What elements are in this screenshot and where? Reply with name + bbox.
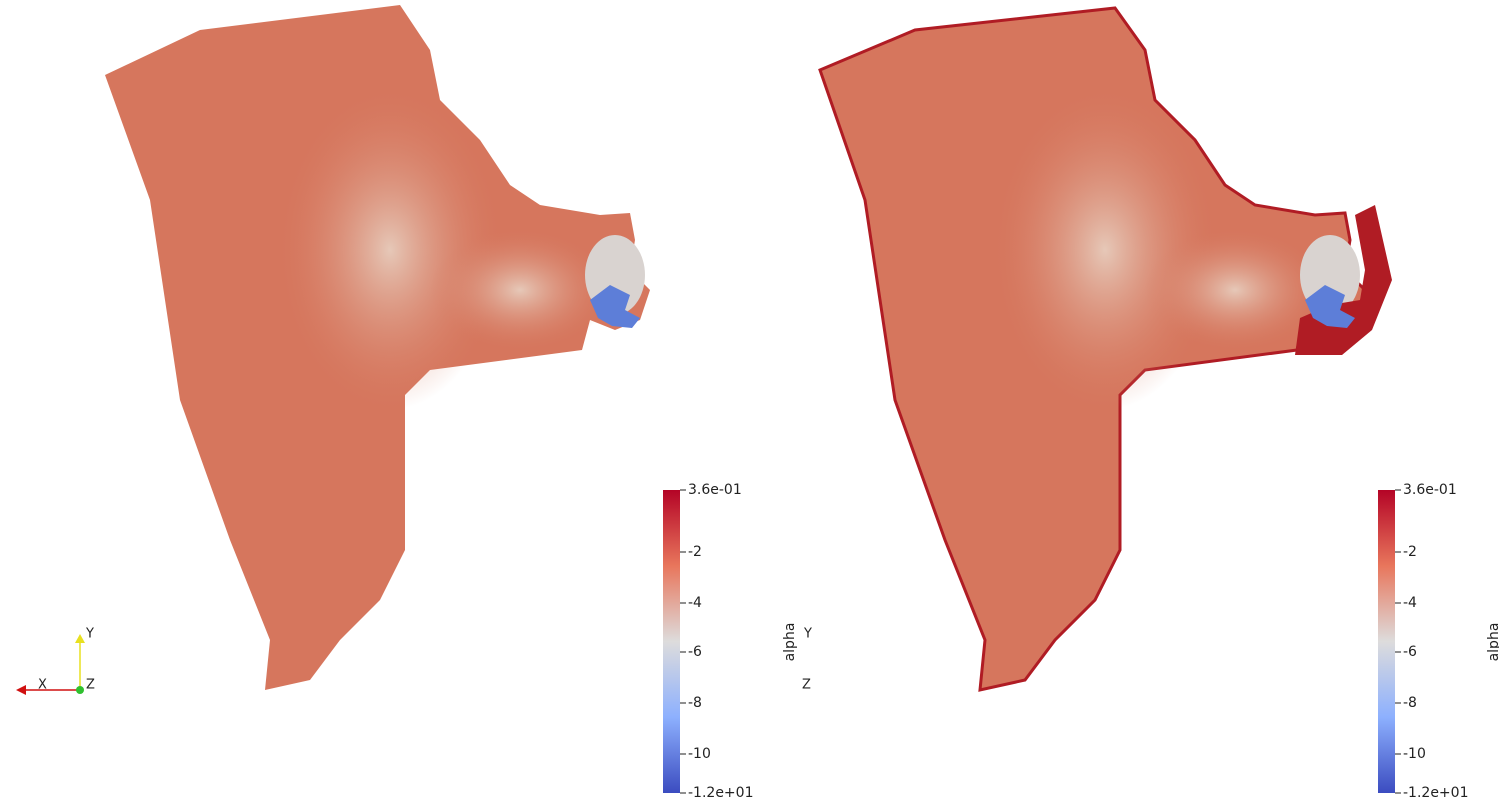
colorbar-ticks	[1395, 490, 1401, 793]
left-view: 3.6e-01 -2 -4 -6 -8 -10 -1.2e+01 alpha X…	[16, 5, 798, 801]
triad-label: X	[38, 678, 47, 693]
colorbar-label: 3.6e-01	[688, 482, 742, 498]
colorbar-label: -10	[688, 746, 711, 762]
colorbar-title: alpha	[1486, 623, 1499, 662]
axes-triad: X Y Z	[16, 627, 95, 696]
colorbar-label: -6	[688, 644, 702, 660]
triad-label: Z	[86, 678, 95, 693]
colorbar-label: -2	[688, 544, 702, 560]
triad-label: Z	[802, 678, 811, 693]
colorbar-ticks	[680, 490, 686, 793]
colorbar	[663, 490, 680, 793]
colorbar-label: -8	[1403, 695, 1417, 711]
colorbar-label: -2	[1403, 544, 1417, 560]
colorbar-label: -4	[688, 595, 702, 611]
colorbar-title: alpha	[782, 623, 798, 662]
colorbar-label: -8	[688, 695, 702, 711]
triad-label: Y	[803, 627, 812, 642]
colorbar-label: -6	[1403, 644, 1417, 660]
paraview-render: 3.6e-01 -2 -4 -6 -8 -10 -1.2e+01 alpha X…	[0, 0, 1499, 801]
light-band	[430, 230, 610, 350]
colorbar-label: -10	[1403, 746, 1426, 762]
triad-label: Y	[85, 627, 94, 642]
colorbar-label: -1.2e+01	[688, 785, 753, 801]
colorbar-label: -4	[1403, 595, 1417, 611]
colorbar-label: 3.6e-01	[1403, 482, 1457, 498]
light-band	[1145, 230, 1325, 350]
colorbar-label: -1.2e+01	[1403, 785, 1468, 801]
colorbar	[1378, 490, 1395, 793]
right-view: 3.6e-01 -2 -4 -6 -8 -10 -1.2e+01 alpha Y…	[802, 8, 1499, 801]
